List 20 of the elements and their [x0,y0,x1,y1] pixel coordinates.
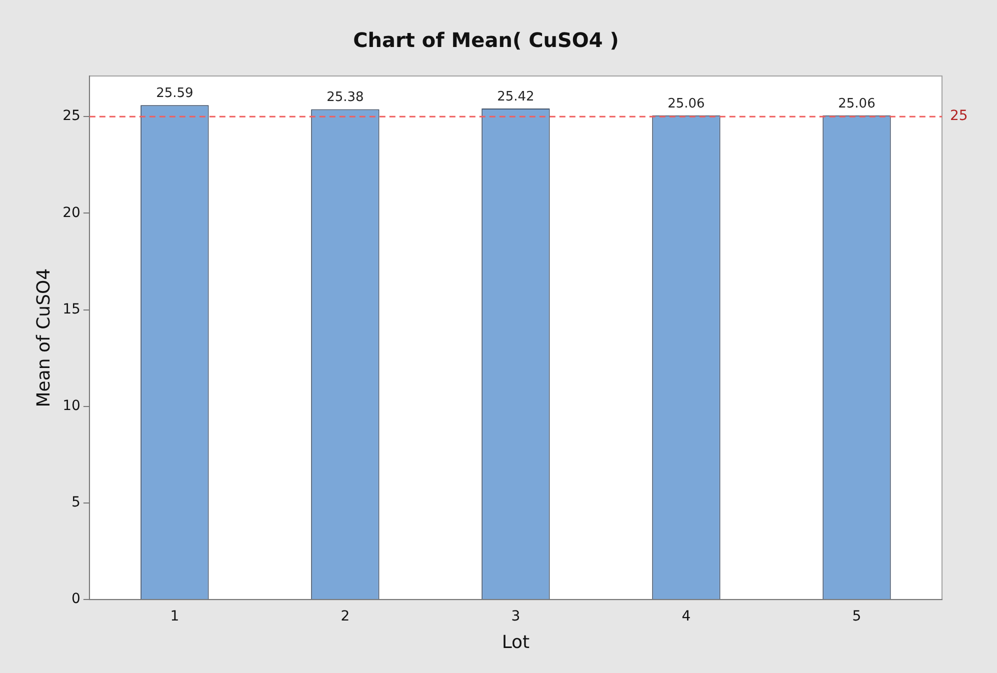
data-label: 25.38 [326,90,364,106]
y-tick-label: 25 [62,108,80,124]
y-tick-label: 20 [62,204,80,221]
x-tick-label: 1 [170,608,180,625]
x-axis-title: Lot [502,632,530,653]
data-label: 25.42 [497,89,534,104]
y-tick-label: 5 [71,494,80,511]
data-label: 25.59 [156,86,194,102]
x-tick-label: 5 [852,608,862,625]
x-tick-label: 4 [682,608,691,625]
data-label: 25.06 [668,96,705,112]
y-tick-label: 0 [71,591,80,608]
ref-line-label: 25 [950,108,968,124]
y-axis-title: Mean of CuSO4 [33,268,54,408]
y-tick-label: 10 [62,398,80,414]
y-tick-label: 15 [62,301,80,318]
x-tick-label: 3 [511,608,520,625]
data-label: 25.06 [838,96,876,112]
x-tick-label: 2 [340,608,350,625]
chart-title: Chart of Mean( CuSO4 ) [353,28,619,52]
